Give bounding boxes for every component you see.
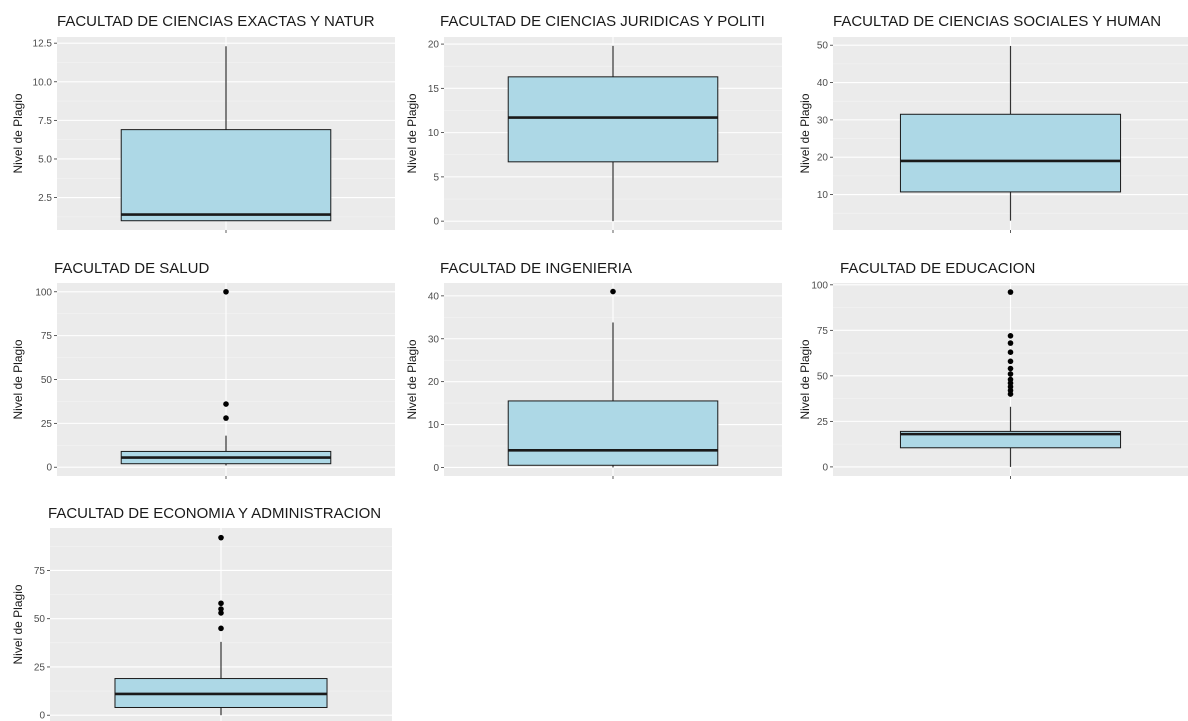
y-tick-label: 20 — [428, 377, 440, 388]
boxplot-panel: 0 10 20 30 40 FACULTAD DE INGENIERIA Nivel de … — [405, 260, 782, 479]
y-tick-label: 50 — [817, 371, 829, 382]
outlier-point — [218, 625, 224, 632]
outlier-point — [218, 534, 224, 541]
y-tick-label: 50 — [41, 375, 53, 386]
outlier-point — [223, 288, 229, 295]
y-tick-label: 30 — [817, 115, 829, 126]
y-tick-label: 20 — [428, 40, 440, 51]
y-tick-label: 5.0 — [38, 154, 52, 165]
y-tick-label: 20 — [817, 153, 829, 164]
y-tick-label: 30 — [428, 334, 440, 345]
y-tick-label: 12.5 — [33, 39, 53, 50]
iqr-box — [507, 400, 719, 466]
panel-title: FACULTAD DE ECONOMIA Y ADMINISTRACION — [48, 505, 381, 522]
outlier-point — [1007, 340, 1014, 346]
iqr-box — [120, 129, 332, 222]
panel-title: FACULTAD DE EDUCACION — [840, 260, 1035, 277]
y-tick-label: 40 — [817, 78, 829, 89]
y-tick-label: 10 — [428, 128, 440, 139]
y-tick-label: 100 — [811, 280, 828, 291]
y-tick-label: 75 — [817, 326, 829, 337]
y-tick-label: 7.5 — [38, 116, 52, 127]
outlier-point — [1007, 371, 1014, 377]
iqr-box — [899, 113, 1122, 193]
outlier-point — [218, 606, 224, 612]
y-axis-label: Nivel de Plagio — [798, 339, 812, 419]
outlier-point — [1007, 358, 1014, 365]
panel-title: FACULTAD DE CIENCIAS EXACTAS Y NATUR — [57, 13, 375, 30]
y-axis-label: Nivel de Plagio — [11, 584, 25, 664]
iqr-box — [507, 76, 719, 163]
y-axis-label: Nivel de Plagio — [11, 339, 25, 419]
outlier-point — [218, 600, 224, 607]
y-tick-label: 0 — [46, 463, 52, 474]
outlier-point — [223, 401, 229, 407]
panel-title: FACULTAD DE CIENCIAS SOCIALES Y HUMAN — [833, 13, 1161, 30]
boxplot-panel: 0 25 50 75 100 FACULTAD DE EDUCACION Nivel de … — [798, 260, 1188, 479]
panel-title: FACULTAD DE INGENIERIA — [440, 260, 632, 277]
outlier-point — [1007, 333, 1014, 339]
y-tick-label: 10.0 — [33, 77, 53, 88]
y-axis-label: Nivel de Plagio — [11, 93, 25, 173]
y-tick-label: 2.5 — [38, 193, 52, 204]
y-axis-label: Nivel de Plagio — [405, 339, 419, 419]
outlier-point — [1007, 289, 1014, 295]
y-tick-label: 50 — [34, 614, 46, 625]
y-tick-label: 0 — [433, 463, 439, 474]
iqr-box — [899, 430, 1122, 449]
panel-title: FACULTAD DE CIENCIAS JURIDICAS Y POLITI — [440, 13, 765, 30]
y-axis-label: Nivel de Plagio — [405, 93, 419, 173]
outlier-point — [1007, 365, 1014, 372]
y-tick-label: 50 — [817, 41, 829, 52]
y-axis-label: Nivel de Plagio — [798, 93, 812, 173]
boxplot-panel: 10 20 30 40 50 FACULTAD DE CIENCIAS SOCIALES … — [798, 13, 1188, 233]
boxplot-panel: 0 25 50 75 FACULTAD DE ECONOMIA Y ADMINISTRA… — [11, 505, 392, 721]
outlier-point — [218, 610, 224, 616]
outlier-point — [610, 288, 616, 295]
y-tick-label: 25 — [41, 419, 53, 430]
outlier-point — [1007, 349, 1014, 355]
y-tick-label: 0 — [822, 462, 828, 473]
boxplot-panel: 2.5 5.0 7.5 10.0 12.5 FACULTAD DE CIENCIAS EX… — [11, 13, 395, 233]
panel-title: FACULTAD DE SALUD — [54, 260, 209, 277]
y-tick-label: 40 — [428, 291, 440, 302]
y-tick-label: 75 — [34, 566, 46, 577]
y-tick-label: 100 — [35, 287, 52, 298]
y-tick-label: 25 — [817, 417, 829, 428]
y-tick-label: 5 — [433, 172, 439, 183]
y-tick-label: 75 — [41, 331, 53, 342]
y-tick-label: 25 — [34, 662, 46, 673]
outlier-point — [223, 415, 229, 421]
y-tick-label: 0 — [433, 217, 439, 228]
y-tick-label: 0 — [39, 711, 45, 721]
y-tick-label: 10 — [817, 190, 829, 201]
y-tick-label: 10 — [428, 420, 440, 431]
outlier-point — [1007, 376, 1014, 383]
y-tick-label: 15 — [428, 84, 440, 95]
